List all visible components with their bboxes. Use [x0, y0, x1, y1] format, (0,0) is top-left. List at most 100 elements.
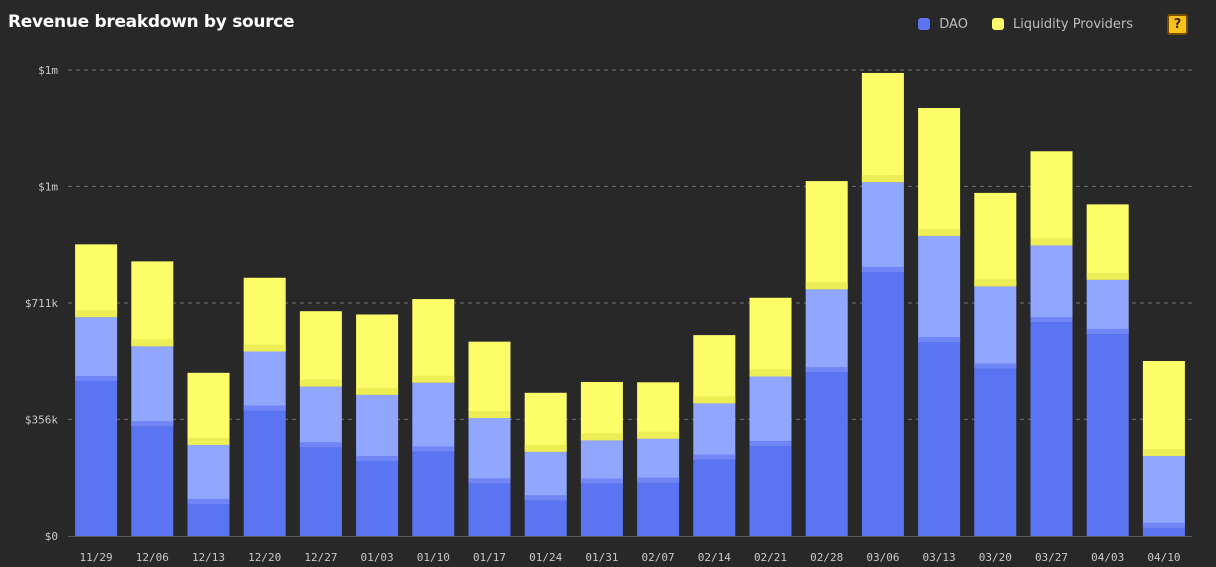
bar-segment-dao-light: [187, 444, 230, 504]
x-tick-label: 03/06: [866, 551, 899, 564]
bar-separator: [580, 478, 623, 484]
bar-segment-dao: [299, 447, 342, 536]
bar-segment-dao: [468, 483, 511, 536]
bar-separator: [243, 405, 286, 411]
bar-segment-dao: [693, 459, 736, 536]
x-tick-label: 12/06: [136, 551, 169, 564]
bar-segment-liquidity-providers: [637, 382, 680, 439]
bar-separator: [1086, 272, 1129, 280]
bar-segment-liquidity-providers: [693, 335, 736, 404]
x-tick-label: 04/10: [1147, 551, 1180, 564]
bar-segment-dao-light: [1086, 279, 1129, 334]
x-tick-label: 02/07: [642, 551, 675, 564]
x-tick-label: 03/27: [1035, 551, 1068, 564]
bar-segment-dao-light: [749, 376, 792, 446]
bar-segment-liquidity-providers: [1030, 151, 1073, 246]
bar-segment-liquidity-providers: [299, 311, 342, 387]
x-tick-label: 12/27: [304, 551, 337, 564]
bar-separator: [131, 339, 174, 347]
bar-segment-liquidity-providers: [805, 181, 848, 290]
bar-segment-dao-light: [1030, 245, 1073, 323]
bar-segment-dao: [580, 483, 623, 536]
x-tick-label: 01/03: [361, 551, 394, 564]
bar-segment-dao: [131, 426, 174, 536]
bar-segment-dao: [974, 368, 1017, 536]
legend-item-liquidity-providers[interactable]: Liquidity Providers: [991, 16, 1133, 32]
legend: DAO Liquidity Providers ?: [918, 13, 1188, 35]
x-tick-label: 03/20: [979, 551, 1012, 564]
bar-separator: [356, 455, 399, 461]
bar-separator: [412, 446, 455, 452]
bar-separator: [637, 431, 680, 439]
y-tick-label: $1m: [38, 180, 58, 193]
bar-separator: [974, 279, 1017, 287]
bar-separator: [637, 477, 680, 483]
bar-separator: [1030, 238, 1073, 246]
bar-segment-liquidity-providers: [131, 261, 174, 347]
bar-separator: [693, 396, 736, 404]
bar-segment-dao-light: [299, 386, 342, 448]
bar-segment-liquidity-providers: [1142, 361, 1185, 457]
chart-title: Revenue breakdown by source: [8, 12, 295, 32]
bar-separator: [749, 440, 792, 446]
bar-segment-dao-light: [918, 235, 961, 342]
bar-separator: [580, 433, 623, 441]
x-tick-label: 02/28: [810, 551, 843, 564]
bar-separator: [356, 387, 399, 395]
bar-segment-dao: [918, 341, 961, 536]
bar-segment-dao: [524, 500, 567, 536]
bar-segment-liquidity-providers: [918, 108, 961, 236]
bar-separator: [805, 367, 848, 373]
bar-separator: [805, 282, 848, 290]
bar-separator: [468, 478, 511, 484]
bar-segment-dao-light: [637, 438, 680, 483]
bar-separator: [131, 421, 174, 427]
bar-segment-dao: [187, 503, 230, 536]
bar-separator: [299, 379, 342, 387]
y-tick-label: $1m: [38, 64, 58, 77]
bar-segment-dao-light: [861, 182, 904, 272]
legend-label-dao: DAO: [939, 16, 968, 32]
x-tick-label: 04/03: [1091, 551, 1124, 564]
bar-separator: [524, 495, 567, 501]
bar-segment-dao: [861, 271, 904, 536]
bar-segment-dao: [1142, 527, 1185, 536]
bar-separator: [187, 437, 230, 445]
x-tick-label: 11/29: [80, 551, 113, 564]
bar-separator: [1086, 328, 1129, 334]
bar-segment-liquidity-providers: [187, 372, 230, 445]
bar-segment-dao: [356, 460, 399, 536]
bar-segment-dao: [243, 410, 286, 536]
bar-segment-dao-light: [974, 286, 1017, 369]
bar-segment-liquidity-providers: [75, 244, 118, 318]
question-block-icon[interactable]: ?: [1167, 13, 1188, 35]
y-tick-label: $0: [45, 530, 58, 543]
bar-segment-dao-light: [468, 418, 511, 484]
bar-segment-dao-light: [356, 394, 399, 461]
help-glyph: ?: [1173, 16, 1182, 32]
x-tick-label: 03/13: [923, 551, 956, 564]
bar-separator: [861, 266, 904, 272]
bar-separator: [974, 363, 1017, 369]
bar-separator: [75, 310, 118, 318]
bar-segment-liquidity-providers: [412, 299, 455, 383]
x-tick-label: 01/17: [473, 551, 506, 564]
bar-segment-dao: [1086, 333, 1129, 536]
bar-segment-liquidity-providers: [861, 72, 904, 183]
legend-swatch-liquidity-providers: [991, 18, 1004, 30]
bar-segment-dao: [1030, 322, 1073, 536]
bar-segment-liquidity-providers: [1086, 204, 1129, 280]
legend-item-dao[interactable]: DAO: [918, 17, 968, 32]
x-tick-label: 02/21: [754, 551, 787, 564]
y-tick-label: $356k: [25, 413, 58, 426]
bar-separator: [524, 444, 567, 452]
bar-segment-dao-light: [75, 317, 118, 381]
x-tick-label: 01/24: [529, 551, 562, 564]
bar-separator: [1030, 317, 1073, 323]
bar-separator: [299, 442, 342, 448]
bar-separator: [468, 411, 511, 419]
bar-segment-liquidity-providers: [243, 277, 286, 352]
legend-label-liquidity-providers: Liquidity Providers: [1012, 16, 1133, 32]
bar-separator: [749, 369, 792, 377]
